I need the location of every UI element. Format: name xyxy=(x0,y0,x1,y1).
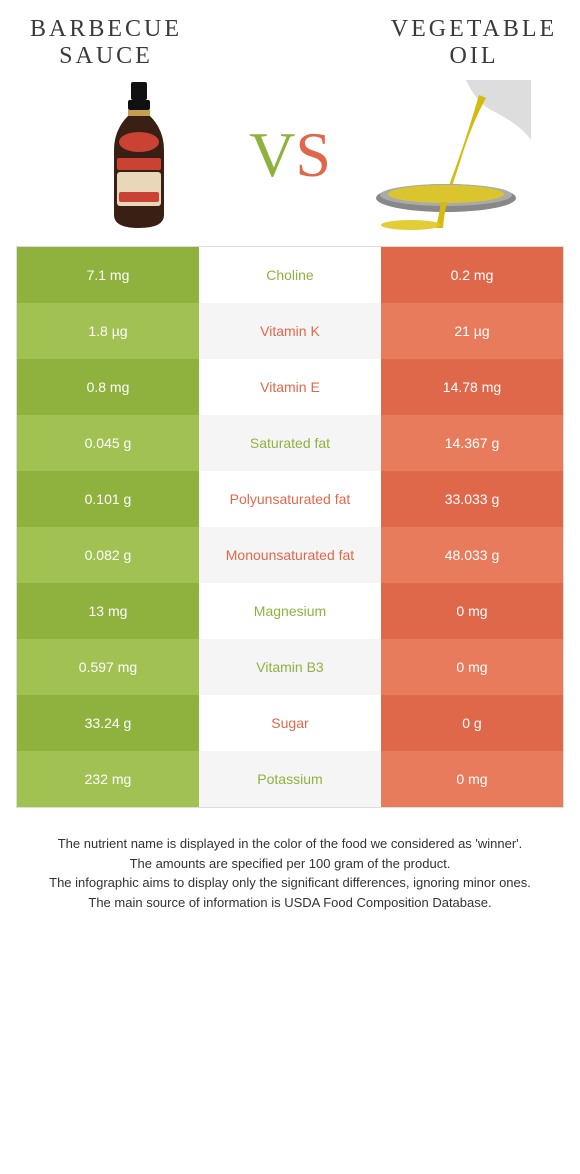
vegetable-oil-icon xyxy=(351,80,531,230)
cell-left-value: 232 mg xyxy=(17,751,199,807)
cell-left-value: 0.597 mg xyxy=(17,639,199,695)
cell-nutrient-label: Vitamin E xyxy=(199,359,381,415)
cell-right-value: 33.033 g xyxy=(381,471,563,527)
cell-nutrient-label: Choline xyxy=(199,247,381,303)
cell-right-value: 0 mg xyxy=(381,751,563,807)
cell-left-value: 1.8 µg xyxy=(17,303,199,359)
table-row: 0.597 mgVitamin B30 mg xyxy=(17,639,563,695)
cell-left-value: 13 mg xyxy=(17,583,199,639)
cell-nutrient-label: Vitamin B3 xyxy=(199,639,381,695)
left-food-image xyxy=(49,80,229,230)
footnote-line: The infographic aims to display only the… xyxy=(16,873,564,893)
cell-right-value: 14.367 g xyxy=(381,415,563,471)
table-row: 1.8 µgVitamin K21 µg xyxy=(17,303,563,359)
cell-nutrient-label: Potassium xyxy=(199,751,381,807)
cell-nutrient-label: Sugar xyxy=(199,695,381,751)
table-row: 0.101 gPolyunsaturated fat33.033 g xyxy=(17,471,563,527)
table-row: 33.24 gSugar0 g xyxy=(17,695,563,751)
footnotes: The nutrient name is displayed in the co… xyxy=(16,834,564,912)
table-row: 0.045 gSaturated fat14.367 g xyxy=(17,415,563,471)
footnote-line: The main source of information is USDA F… xyxy=(16,893,564,913)
images-row: VS xyxy=(16,80,564,230)
cell-left-value: 7.1 mg xyxy=(17,247,199,303)
footnote-line: The nutrient name is displayed in the co… xyxy=(16,834,564,854)
cell-left-value: 0.101 g xyxy=(17,471,199,527)
barbecue-bottle-icon xyxy=(99,80,179,230)
cell-nutrient-label: Vitamin K xyxy=(199,303,381,359)
cell-right-value: 14.78 mg xyxy=(381,359,563,415)
vs-v: V xyxy=(249,119,295,190)
title-left: BARBECUE SAUCE xyxy=(16,16,196,70)
cell-right-value: 0 mg xyxy=(381,639,563,695)
table-row: 0.8 mgVitamin E14.78 mg xyxy=(17,359,563,415)
infographic-container: BARBECUE SAUCE VEGETABLE OIL VS xyxy=(0,0,580,928)
titles-row: BARBECUE SAUCE VEGETABLE OIL xyxy=(16,16,564,70)
cell-right-value: 0 g xyxy=(381,695,563,751)
table-row: 232 mgPotassium0 mg xyxy=(17,751,563,807)
cell-right-value: 0 mg xyxy=(381,583,563,639)
cell-left-value: 33.24 g xyxy=(17,695,199,751)
cell-right-value: 0.2 mg xyxy=(381,247,563,303)
cell-nutrient-label: Saturated fat xyxy=(199,415,381,471)
vs-label: VS xyxy=(249,118,331,192)
footnote-line: The amounts are specified per 100 gram o… xyxy=(16,854,564,874)
cell-right-value: 48.033 g xyxy=(381,527,563,583)
table-row: 13 mgMagnesium0 mg xyxy=(17,583,563,639)
nutrient-table: 7.1 mgCholine0.2 mg1.8 µgVitamin K21 µg0… xyxy=(16,246,564,808)
right-food-image xyxy=(351,80,531,230)
cell-nutrient-label: Magnesium xyxy=(199,583,381,639)
cell-nutrient-label: Polyunsaturated fat xyxy=(199,471,381,527)
cell-nutrient-label: Monounsaturated fat xyxy=(199,527,381,583)
cell-left-value: 0.082 g xyxy=(17,527,199,583)
vs-s: S xyxy=(295,119,331,190)
cell-left-value: 0.045 g xyxy=(17,415,199,471)
table-row: 7.1 mgCholine0.2 mg xyxy=(17,247,563,303)
table-row: 0.082 gMonounsaturated fat48.033 g xyxy=(17,527,563,583)
title-right: VEGETABLE OIL xyxy=(384,16,564,70)
cell-right-value: 21 µg xyxy=(381,303,563,359)
cell-left-value: 0.8 mg xyxy=(17,359,199,415)
